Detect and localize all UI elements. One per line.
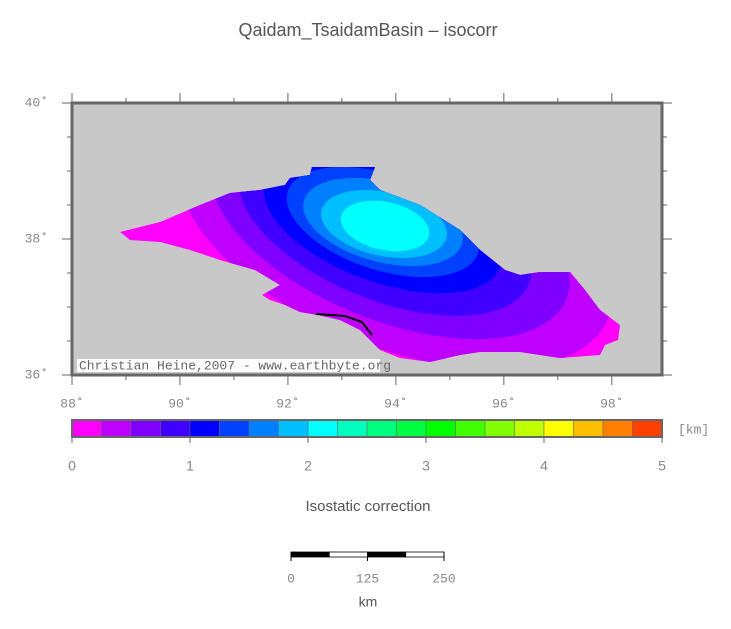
- x-tick-label: 90˚: [168, 396, 191, 411]
- scale-segment: [328, 551, 368, 558]
- scale-tick-label: 125: [356, 571, 379, 586]
- colorbar-swatch: [602, 419, 633, 438]
- colorbar-label: Isostatic correction: [305, 498, 430, 515]
- x-tick-label: 98˚: [600, 396, 623, 411]
- colorbar-tick-label: 4: [540, 458, 548, 474]
- y-tick-label: 36˚: [25, 367, 48, 382]
- y-tick-label: 40˚: [25, 95, 48, 110]
- colorbar-tick-label: 0: [68, 458, 76, 474]
- colorbar-tick-label: 2: [304, 458, 312, 474]
- scale-segment: [367, 551, 407, 558]
- x-tick-label: 94˚: [384, 396, 407, 411]
- colorbar-swatch: [366, 419, 397, 438]
- colorbar-tick-label: 1: [186, 458, 194, 474]
- colorbar-frame: [71, 419, 663, 438]
- colorbar-swatch: [543, 419, 574, 438]
- colorbar-unit: [km]: [678, 422, 709, 437]
- colorbar-swatch: [130, 419, 161, 438]
- x-tick-label: 96˚: [492, 396, 515, 411]
- colorbar-swatch: [514, 419, 545, 438]
- scale-tick-label: 250: [432, 571, 455, 586]
- colorbar-swatch: [248, 419, 279, 438]
- scale-segment: [290, 551, 330, 558]
- colorbar-tick-label: 3: [422, 458, 430, 474]
- x-tick-label: 92˚: [276, 396, 299, 411]
- colorbar-swatch: [101, 419, 132, 438]
- y-tick-label: 38˚: [25, 231, 48, 246]
- credit: Christian Heine,2007 - www.earthbyte.org: [79, 358, 391, 373]
- colorbar-swatch: [160, 419, 191, 438]
- lake-outline: [315, 313, 373, 336]
- colorbar-swatch: [396, 419, 427, 438]
- colorbar-swatch: [337, 419, 368, 438]
- credit-box: [77, 359, 380, 372]
- scale-unit: km: [359, 594, 378, 610]
- colorbar-swatch: [573, 419, 604, 438]
- colorbar-swatch: [219, 419, 250, 438]
- colorbar-swatch: [484, 419, 515, 438]
- colorbar-swatch: [278, 419, 309, 438]
- colorbar-swatch: [425, 419, 456, 438]
- scale-segment: [405, 551, 445, 558]
- colorbar-swatch: [455, 419, 486, 438]
- scale-tick-label: 0: [287, 571, 295, 586]
- colorbar-tick-label: 5: [658, 458, 666, 474]
- title: Qaidam_TsaidamBasin – isocorr: [238, 20, 497, 41]
- colorbar-swatch: [189, 419, 220, 438]
- colorbar-swatch: [307, 419, 338, 438]
- colorbar-swatch: [632, 419, 663, 438]
- x-tick-label: 88˚: [60, 396, 83, 411]
- colorbar-swatch: [71, 419, 102, 438]
